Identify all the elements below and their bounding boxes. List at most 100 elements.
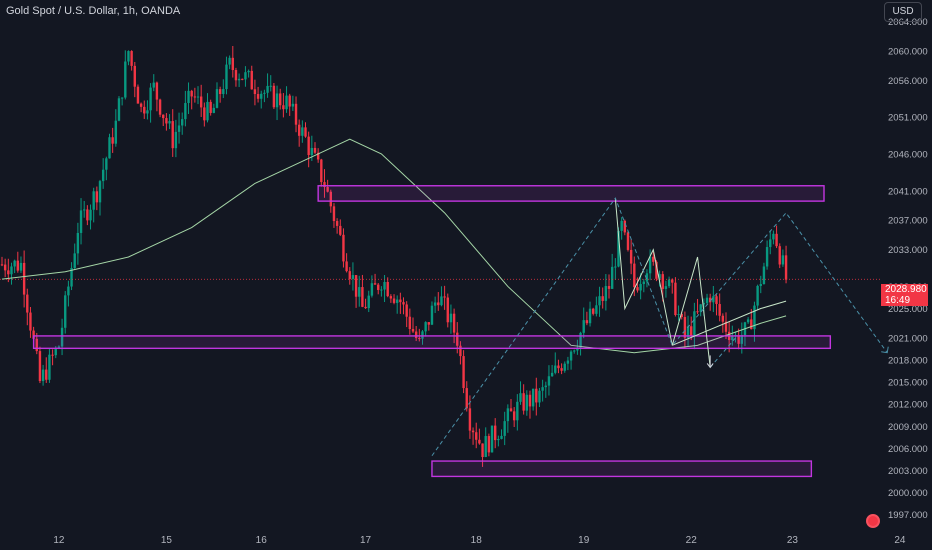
- candle-body: [471, 430, 475, 433]
- candle-body: [503, 421, 506, 436]
- candle-body: [478, 439, 481, 444]
- candle-body: [712, 296, 715, 303]
- candle-body: [250, 70, 253, 90]
- candle-body: [395, 299, 399, 303]
- candle-body: [124, 61, 127, 98]
- candle-body: [19, 262, 23, 271]
- candle-body: [57, 346, 61, 348]
- candle-body: [41, 369, 45, 382]
- candle-body: [310, 147, 314, 156]
- candle-body: [440, 296, 443, 306]
- candle-body: [108, 137, 111, 159]
- candle-body: [582, 320, 585, 333]
- candle-body: [291, 103, 295, 107]
- candle-body: [648, 256, 652, 274]
- candle-body: [13, 260, 16, 267]
- candle-body: [762, 266, 766, 285]
- y-tick-label: 2056.000: [888, 76, 928, 87]
- last-price-value: 2028.980: [885, 284, 927, 295]
- candle-body: [320, 159, 323, 183]
- candle-body: [345, 261, 348, 272]
- candle-body: [494, 425, 497, 441]
- moving-average-line: [1, 138, 787, 354]
- currency-button[interactable]: USD: [884, 2, 922, 22]
- candle-body: [468, 408, 472, 431]
- tradingview-logo-icon[interactable]: [866, 514, 880, 528]
- candle-body: [481, 443, 484, 458]
- candle-body: [604, 286, 608, 301]
- y-tick-label: 2015.000: [888, 378, 928, 389]
- candle-body: [629, 249, 633, 264]
- candle-body: [272, 85, 276, 108]
- y-tick-label: 2000.000: [888, 488, 928, 499]
- candle-body: [677, 314, 680, 316]
- candle-body: [601, 296, 604, 301]
- candle-body: [373, 283, 377, 285]
- candle-body: [475, 432, 478, 440]
- candle-body: [452, 313, 456, 333]
- candle-body: [592, 308, 595, 314]
- candle-body: [490, 425, 494, 453]
- candle-body: [392, 298, 396, 303]
- candle-body: [437, 302, 440, 306]
- candle-body: [288, 95, 291, 107]
- candle-body: [316, 152, 320, 160]
- candle-body: [408, 316, 412, 330]
- candle-body: [380, 289, 383, 291]
- candle-body: [449, 313, 453, 323]
- candle-body: [263, 92, 266, 94]
- y-tick-label: 2046.000: [888, 149, 928, 160]
- candle-body: [32, 330, 35, 339]
- candle-body: [405, 304, 408, 317]
- candle-body: [399, 299, 402, 303]
- candle-body: [326, 186, 329, 192]
- candle-body: [756, 285, 759, 306]
- candle-body: [370, 283, 374, 296]
- candle-body: [139, 103, 143, 107]
- candle-body: [26, 294, 29, 313]
- candle-body: [45, 369, 48, 380]
- candle-body: [222, 89, 225, 94]
- candle-body: [456, 332, 459, 346]
- candle-body: [16, 260, 20, 271]
- y-tick-label: 2025.000: [888, 304, 928, 315]
- bar-countdown: 16:49: [885, 295, 911, 306]
- candle-body: [484, 436, 487, 458]
- candle-body: [0, 264, 4, 266]
- candle-body: [149, 87, 152, 111]
- candle-body: [737, 335, 740, 344]
- candle-body: [143, 106, 146, 114]
- candle-body: [89, 209, 92, 221]
- candle-body: [256, 94, 260, 99]
- last-price-tag: 2028.980 16:49: [881, 284, 928, 306]
- candle-body: [70, 267, 73, 287]
- candle-body: [765, 247, 769, 267]
- candle-body: [389, 296, 393, 299]
- candle-body: [633, 263, 636, 288]
- candle-body: [769, 239, 772, 248]
- candle-body: [247, 70, 250, 73]
- candle-body: [130, 51, 133, 66]
- candle-body: [459, 345, 462, 357]
- candle-body: [506, 408, 510, 422]
- candle-body: [696, 311, 699, 313]
- candle-body: [64, 295, 67, 328]
- candle-body: [614, 266, 617, 268]
- candle-body: [746, 319, 750, 323]
- candle-body: [358, 287, 361, 297]
- candle-body: [427, 322, 431, 325]
- candle-body: [683, 317, 687, 338]
- candle-body: [351, 275, 355, 279]
- candle-body: [244, 72, 247, 80]
- candle-body: [462, 356, 465, 389]
- candle-body: [781, 255, 785, 265]
- candle-body: [253, 89, 257, 95]
- candle-body: [705, 297, 709, 303]
- candle-body: [165, 118, 168, 124]
- candle-body: [339, 225, 342, 235]
- projection-arrowhead: [881, 346, 889, 354]
- candle-body: [146, 110, 149, 114]
- candle-body: [51, 354, 54, 356]
- y-tick-label: 2003.000: [888, 466, 928, 477]
